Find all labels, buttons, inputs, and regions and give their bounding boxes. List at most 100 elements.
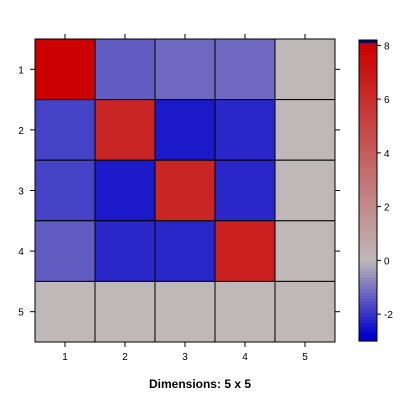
heatmap-cell	[34, 220, 96, 282]
y-tick-label: 5	[18, 308, 24, 319]
colorbar-segment	[359, 328, 377, 333]
colorbar-segment	[359, 175, 377, 180]
colorbar-segment	[359, 133, 377, 137]
colorbar-segment	[359, 241, 377, 246]
colorbar-segment	[359, 88, 377, 92]
colorbar-segment	[359, 292, 377, 297]
heatmap-cell	[34, 38, 96, 101]
colorbar-segment	[359, 313, 377, 318]
heatmap-cell	[274, 38, 336, 101]
colorbar-segment	[359, 298, 377, 303]
colorbar-border	[358, 39, 378, 342]
colorbar-segment	[359, 187, 377, 192]
colorbar-segment	[359, 250, 377, 255]
heatmap-cell	[94, 99, 156, 161]
colorbar-segment	[359, 337, 377, 342]
colorbar-segment	[359, 118, 377, 122]
colorbar-segment	[359, 46, 377, 50]
colorbar-segment	[359, 277, 377, 282]
colorbar-segment	[359, 223, 377, 228]
colorbar-segment	[359, 199, 377, 204]
colorbar-segment	[359, 202, 377, 207]
colorbar-segment	[359, 145, 377, 149]
colorbar-segment	[359, 103, 377, 107]
colorbar-segment	[359, 151, 377, 155]
colorbar-segment	[359, 106, 377, 110]
colorbar-tick-label: -2	[384, 310, 393, 321]
colorbar-segment	[359, 91, 377, 95]
heatmap-cell	[94, 220, 156, 282]
colorbar-segment	[359, 184, 377, 189]
colorbar-segment	[359, 316, 377, 321]
colorbar-segment	[359, 178, 377, 183]
colorbar-segment	[359, 286, 377, 291]
heatmap-cell	[154, 220, 216, 282]
x-tick-label: 2	[122, 352, 128, 363]
colorbar-segment	[359, 49, 377, 53]
colorbar-segment	[359, 73, 377, 77]
heatmap-cell	[94, 38, 156, 101]
colorbar-segment	[359, 64, 377, 68]
colorbar-segment	[359, 172, 377, 177]
colorbar-segment	[359, 307, 377, 312]
colorbar-segment	[359, 253, 377, 258]
colorbar-segment	[359, 115, 377, 119]
colorbar-tick-label: 4	[384, 149, 390, 160]
colorbar-segment	[359, 196, 377, 201]
colorbar-segment	[359, 280, 377, 285]
colorbar-segment	[359, 220, 377, 225]
colorbar-segment	[359, 181, 377, 186]
colorbar-segment	[359, 97, 377, 101]
colorbar-segment	[359, 154, 377, 158]
colorbar-segment	[359, 169, 377, 174]
heatmap-cell	[214, 38, 276, 101]
colorbar-segment	[359, 235, 377, 240]
colorbar-segment	[359, 259, 377, 264]
colorbar-segment	[359, 127, 377, 131]
colorbar-segment	[359, 205, 377, 210]
colorbar-segment	[359, 334, 377, 339]
colorbar-segment	[359, 193, 377, 198]
heatmap-cell	[214, 280, 276, 343]
heatmap-cell	[154, 99, 216, 161]
heatmap-cell	[94, 159, 156, 222]
colorbar-segment	[359, 130, 377, 134]
heatmap-cell	[34, 99, 96, 161]
y-tick-label: 2	[18, 126, 24, 137]
colorbar-segment	[359, 304, 377, 309]
heatmap-cell	[154, 280, 216, 343]
colorbar-segment	[359, 70, 377, 74]
heatmap-cell	[274, 220, 336, 282]
colorbar-tick-label: 2	[384, 203, 390, 214]
y-axis-ticks: 1 2 3 4 5	[18, 65, 340, 319]
colorbar-segment	[359, 94, 377, 98]
colorbar-segment	[359, 247, 377, 252]
colorbar-segment	[359, 79, 377, 83]
colorbar-segment	[359, 157, 377, 161]
colorbar-segment	[359, 208, 377, 213]
colorbar-segment	[359, 52, 377, 56]
colorbar-segment	[359, 319, 377, 324]
colorbar-segment	[359, 142, 377, 146]
colorbar-ticks: -2 0 2 4 6 8	[377, 41, 393, 321]
colorbar-segment	[359, 232, 377, 237]
colorbar-segment	[359, 136, 377, 140]
colorbar-segment	[359, 85, 377, 89]
colorbar-segment	[359, 76, 377, 80]
heatmap-cell	[274, 159, 336, 222]
colorbar-segment	[359, 148, 377, 152]
y-tick-label: 3	[18, 187, 24, 198]
heatmap-cells	[34, 38, 336, 343]
colorbar-segment	[359, 229, 377, 234]
colorbar-segment	[359, 160, 377, 165]
colorbar-segment	[359, 271, 377, 276]
colorbar-max-cap	[359, 40, 377, 43]
colorbar-segment	[359, 109, 377, 113]
colorbar-segment	[359, 190, 377, 195]
colorbar-segment	[359, 61, 377, 65]
colorbar-segment	[359, 112, 377, 116]
colorbar-tick-label: 0	[384, 256, 390, 267]
colorbar	[358, 39, 378, 342]
heatmap-cell	[154, 159, 216, 222]
